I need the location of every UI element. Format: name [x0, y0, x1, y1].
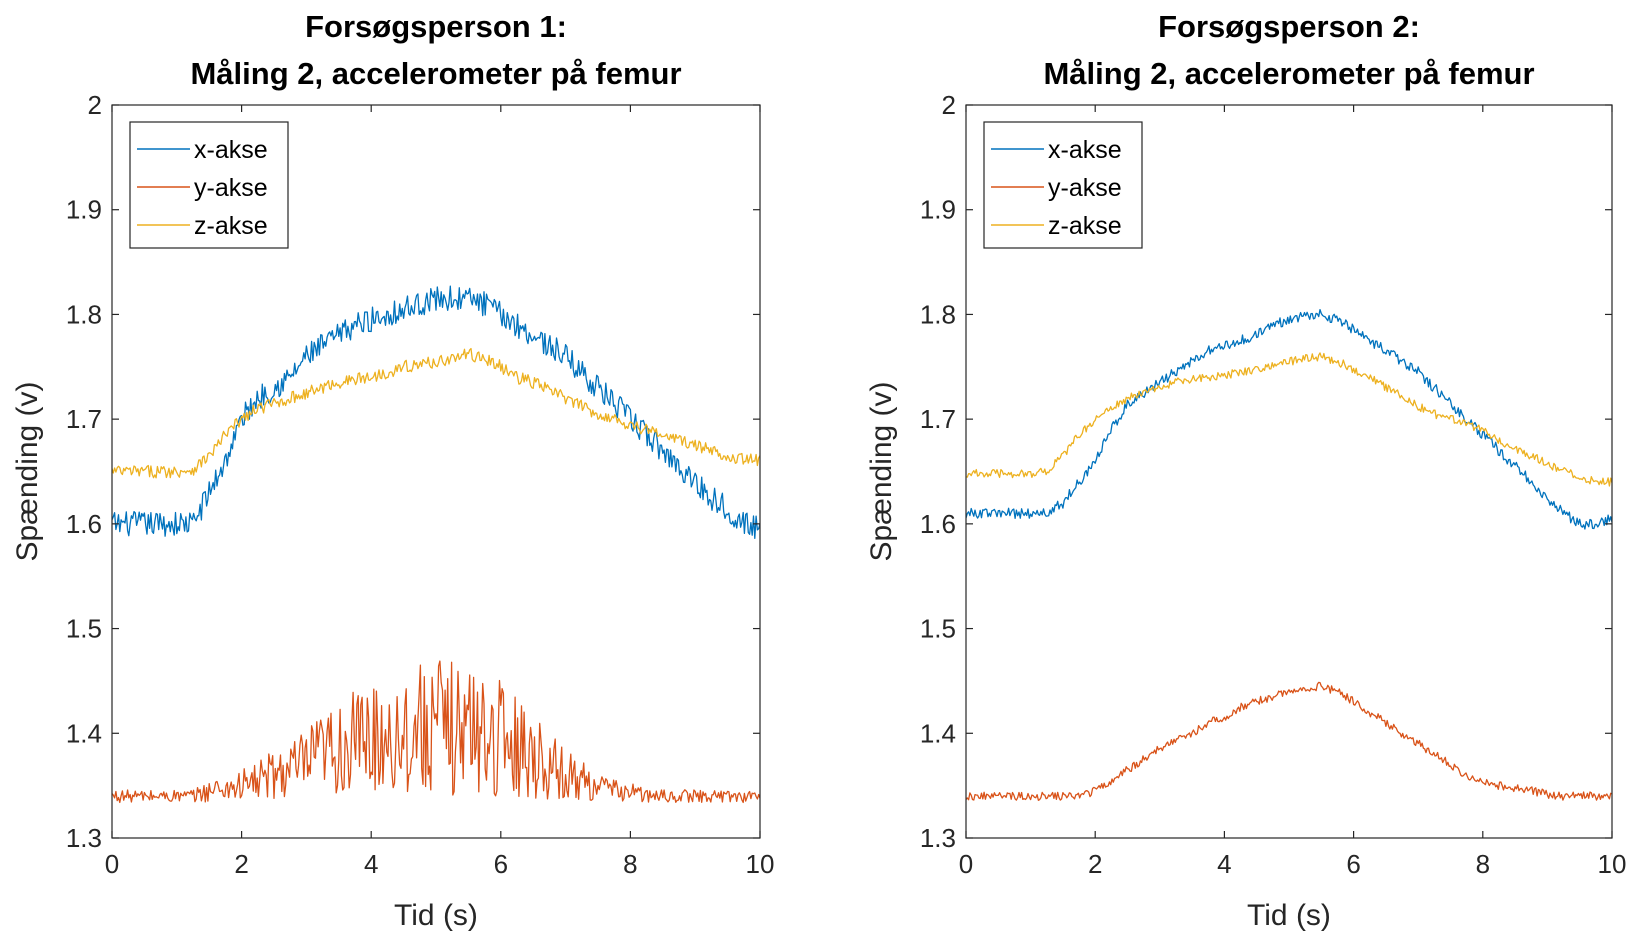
plot-area — [966, 308, 1612, 801]
legend-label-y-akse: y-akse — [1048, 174, 1122, 202]
y-tick-label: 1.6 — [66, 509, 102, 539]
y-tick-label: 1.7 — [66, 404, 102, 434]
x-tick-label: 8 — [623, 849, 637, 879]
legend-label-z-akse: z-akse — [1048, 212, 1122, 240]
series-line-x-akse — [112, 285, 760, 539]
y-tick-label: 1.4 — [920, 718, 956, 748]
x-tick-label: 2 — [234, 849, 248, 879]
legend-label-y-akse: y-akse — [194, 174, 268, 202]
legend-label-z-akse: z-akse — [194, 212, 268, 240]
y-tick-label: 1.5 — [66, 614, 102, 644]
y-tick-label: 1.8 — [920, 299, 956, 329]
series-line-y-akse — [966, 681, 1612, 801]
series-line-x-akse — [966, 308, 1612, 530]
series-line-y-akse — [112, 660, 760, 804]
chart-title-line-1: Forsøgsperson 1: — [305, 9, 567, 44]
y-axis-label: Spænding (v) — [865, 381, 898, 561]
y-tick-label: 1.4 — [66, 718, 102, 748]
x-axis-label: Tid (s) — [394, 899, 478, 932]
series-line-z-akse — [112, 347, 760, 479]
chart-title-line-1: Forsøgsperson 2: — [1158, 9, 1420, 44]
chart-2: Forsøgsperson 2: Måling 2, accelerometer … — [865, 9, 1626, 932]
plot-area — [112, 285, 760, 804]
x-tick-label: 2 — [1088, 849, 1102, 879]
x-tick-label: 8 — [1476, 849, 1490, 879]
y-tick-label: 1.9 — [66, 195, 102, 225]
chart-title-line-2: Måling 2, accelerometer på femur — [1043, 56, 1534, 91]
y-tick-label: 1.8 — [66, 299, 102, 329]
y-tick-label: 1.9 — [920, 195, 956, 225]
legend: x-akse y-akse z-akse — [129, 121, 289, 249]
axes-box — [111, 104, 761, 839]
x-tick-label: 0 — [959, 849, 973, 879]
legend-box — [129, 121, 289, 249]
y-tick-label: 1.3 — [920, 823, 956, 853]
legend-label-x-akse: x-akse — [194, 136, 268, 164]
x-tick-label: 0 — [105, 849, 119, 879]
x-axis-label: Tid (s) — [1247, 899, 1331, 932]
y-tick-label: 2 — [88, 90, 102, 120]
y-tick-label: 1.5 — [920, 614, 956, 644]
chart-title-line-2: Måling 2, accelerometer på femur — [190, 56, 681, 91]
chart-1: Forsøgsperson 1: Måling 2, accelerometer … — [11, 9, 774, 932]
y-tick-label: 2 — [942, 90, 956, 120]
axes-box — [965, 104, 1613, 839]
y-axis-label: Spænding (v) — [11, 381, 44, 561]
y-tick-label: 1.7 — [920, 404, 956, 434]
x-tick-label: 10 — [1598, 849, 1627, 879]
y-tick-label: 1.3 — [66, 823, 102, 853]
series-line-z-akse — [966, 352, 1612, 487]
legend: x-akse y-akse z-akse — [983, 121, 1143, 249]
x-tick-label: 6 — [1346, 849, 1360, 879]
x-tick-label: 4 — [364, 849, 378, 879]
legend-label-x-akse: x-akse — [1048, 136, 1122, 164]
x-tick-label: 6 — [494, 849, 508, 879]
x-tick-label: 4 — [1217, 849, 1231, 879]
y-tick-label: 1.6 — [920, 509, 956, 539]
legend-box — [983, 121, 1143, 249]
x-tick-label: 10 — [746, 849, 775, 879]
